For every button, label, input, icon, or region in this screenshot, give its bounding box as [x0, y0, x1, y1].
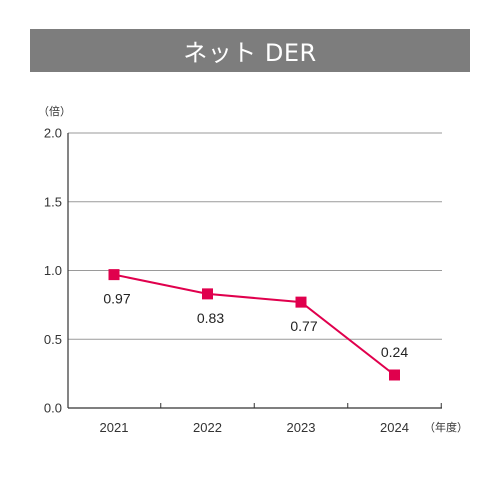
- data-label: 0.77: [290, 318, 317, 334]
- x-tick-label: 2021: [100, 420, 129, 435]
- y-tick-label: 1.0: [44, 263, 62, 278]
- y-tick-label: 1.5: [44, 194, 62, 209]
- y-tick-label: 0.5: [44, 332, 62, 347]
- y-tick-label: 2.0: [44, 126, 62, 141]
- data-label: 0.97: [103, 291, 130, 307]
- x-tick-label: 2023: [287, 420, 316, 435]
- data-point: [202, 288, 213, 300]
- y-tick-label: 0.0: [44, 401, 62, 416]
- axes: 0.0 0.5 1.0 1.5 2.0 2021 2022 2023 2024: [44, 126, 442, 435]
- chart-title: ネット DER: [183, 39, 317, 67]
- data-point: [389, 369, 400, 381]
- x-tick-label: 2024: [380, 420, 409, 435]
- grid-lines: [68, 132, 442, 340]
- x-tick-label: 2022: [193, 420, 222, 435]
- data-label: 0.24: [381, 344, 408, 360]
- chart-title-bar: ネット DER: [30, 29, 470, 72]
- data-label: 0.83: [197, 310, 224, 326]
- series-line: [113, 273, 396, 376]
- x-axis-unit-label: （年度）: [424, 420, 468, 434]
- data-point: [295, 296, 307, 308]
- data-point: [108, 269, 120, 281]
- y-axis-unit-label: （倍）: [38, 104, 71, 118]
- series-net-der: [108, 269, 400, 381]
- data-labels: 0.97 0.83 0.77 0.24: [103, 291, 408, 360]
